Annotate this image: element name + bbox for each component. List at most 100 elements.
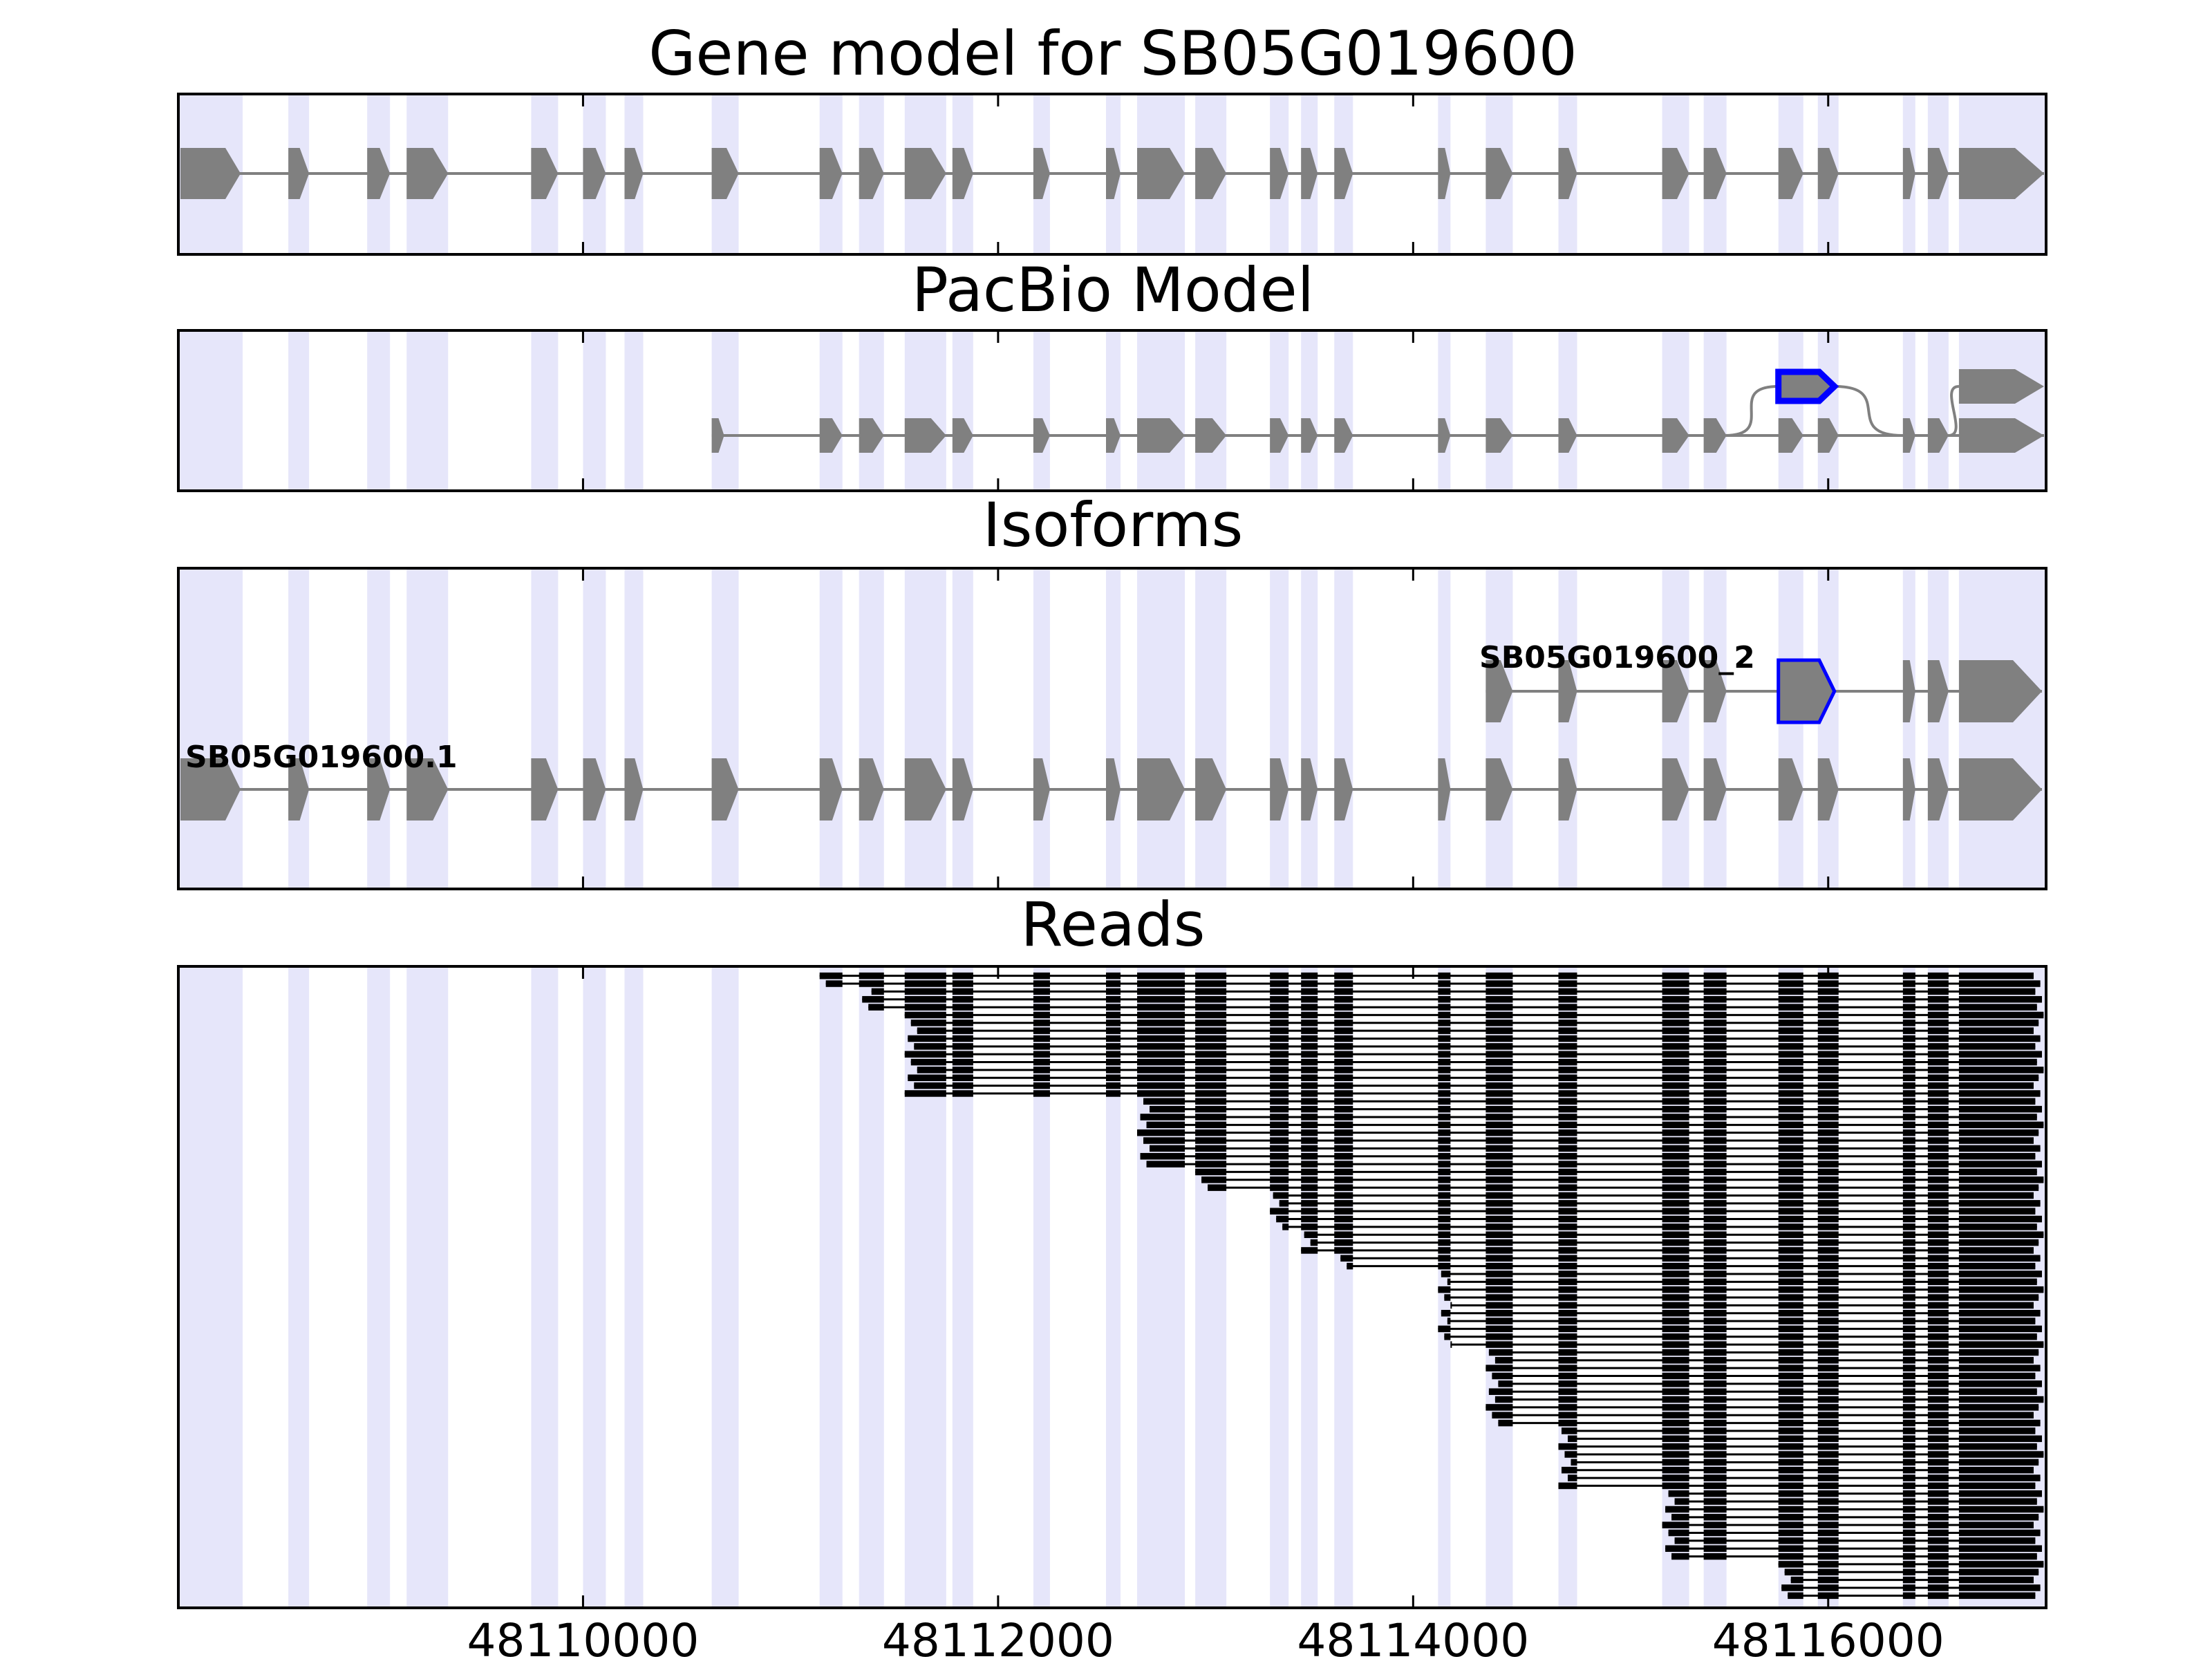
read-block <box>1270 1137 1289 1144</box>
read <box>1662 1521 2034 1528</box>
read-block <box>1703 1318 1727 1324</box>
read-block <box>1927 1498 1949 1505</box>
read-block <box>1778 1043 1803 1050</box>
read-block <box>1778 1051 1803 1058</box>
read-block <box>1778 1396 1803 1403</box>
read-block <box>1558 995 1577 1003</box>
read-block <box>952 1067 973 1074</box>
read-block <box>1902 1490 1915 1497</box>
read-block <box>1485 1020 1513 1027</box>
read-block <box>1817 1349 1839 1356</box>
read-block <box>1301 1137 1318 1144</box>
read-block <box>1438 1074 1451 1081</box>
read-block <box>1438 1043 1451 1050</box>
pacbio-main-exon <box>1485 418 1513 453</box>
read-block <box>1958 1318 2036 1324</box>
read <box>908 1035 2041 1042</box>
read-block <box>1817 1506 1839 1513</box>
read-block <box>1902 1043 1915 1050</box>
read-block <box>1270 1145 1289 1152</box>
read-block <box>1033 1067 1050 1074</box>
read-block <box>1902 1224 1915 1230</box>
isoforms-exon-shade <box>1334 568 1353 889</box>
read-block <box>1817 1412 1839 1419</box>
read-block <box>1195 995 1227 1003</box>
read-block <box>1558 1231 1577 1238</box>
read-block <box>1485 1177 1513 1183</box>
read-block <box>1674 1498 1689 1505</box>
read <box>1450 1302 2034 1309</box>
reads-exon-shade <box>531 966 559 1608</box>
read-block <box>1958 1474 2041 1481</box>
read <box>1438 1325 2042 1333</box>
read-block <box>1927 1466 1949 1474</box>
isoform-1-exon <box>531 758 559 821</box>
read-block <box>1301 1215 1318 1223</box>
x-tick-label: 48116000 <box>1712 1614 1944 1659</box>
read-block <box>904 995 946 1003</box>
read-block <box>1817 1027 1839 1034</box>
read-block <box>1662 1161 1689 1168</box>
read-block <box>1485 1239 1513 1246</box>
read-block <box>1817 1451 1839 1458</box>
read-block <box>1927 1412 1949 1419</box>
read-block <box>1703 1380 1727 1387</box>
read-block <box>1958 1168 2037 1176</box>
read-block <box>952 980 973 987</box>
read-block <box>1438 1184 1451 1191</box>
read-block <box>1485 1365 1513 1371</box>
read-block <box>1778 1177 1803 1183</box>
read-block <box>1817 988 1839 995</box>
isoform-2-exon <box>1958 660 2042 722</box>
read-block <box>1334 1035 1353 1042</box>
pacbio-exon-shade <box>583 330 606 491</box>
read-block <box>1662 1466 1689 1474</box>
read-block <box>859 980 884 987</box>
read-block <box>1674 1537 1689 1544</box>
pacbio-exon-shade <box>1662 330 1689 491</box>
read-block <box>1958 1537 2036 1544</box>
read-block <box>1778 1121 1803 1129</box>
read-block <box>1778 1553 1803 1560</box>
read-block <box>1958 1592 2036 1600</box>
read-block <box>1958 1325 2042 1333</box>
read-block <box>1817 1286 1839 1293</box>
read-block <box>1958 1482 2036 1490</box>
read-block <box>1778 1537 1803 1544</box>
read-block <box>1927 1152 1949 1160</box>
read-block <box>1301 1098 1318 1105</box>
read-block <box>1817 1568 1839 1576</box>
read-block <box>1902 1255 1915 1262</box>
read <box>1494 1396 2044 1403</box>
gene-model-exon <box>1662 148 1689 199</box>
read-block <box>1778 1247 1803 1254</box>
read <box>1494 1357 2034 1364</box>
read-block <box>1662 1058 1689 1066</box>
gene-model-exon <box>406 148 449 199</box>
read-block <box>1662 1011 1689 1019</box>
read-block <box>1662 1388 1689 1395</box>
read-block <box>1438 1067 1451 1074</box>
read-block <box>1958 1278 2037 1286</box>
read-block <box>1927 1365 1949 1371</box>
pacbio-main-exon <box>1703 418 1727 453</box>
isoforms-exon-shade <box>711 568 739 889</box>
read-block <box>1301 1247 1318 1254</box>
read-block <box>1485 1302 1513 1309</box>
pacbio-main-exon <box>952 418 973 453</box>
read-block <box>1790 1576 1803 1584</box>
read-block <box>1276 1215 1289 1223</box>
read-block <box>1778 1482 1803 1490</box>
read-block <box>1558 1247 1577 1254</box>
read-block <box>1703 1098 1727 1105</box>
read-block <box>1958 1333 2037 1340</box>
gene-model-exon <box>288 148 310 199</box>
read-block <box>1662 1231 1689 1238</box>
read-block <box>910 1058 946 1066</box>
read-block <box>1778 995 1803 1003</box>
read-block <box>1137 1129 1185 1136</box>
read-block <box>1137 1051 1185 1058</box>
read-block <box>1703 1412 1727 1419</box>
read-block <box>1902 980 1915 987</box>
read-block <box>1902 1302 1915 1309</box>
